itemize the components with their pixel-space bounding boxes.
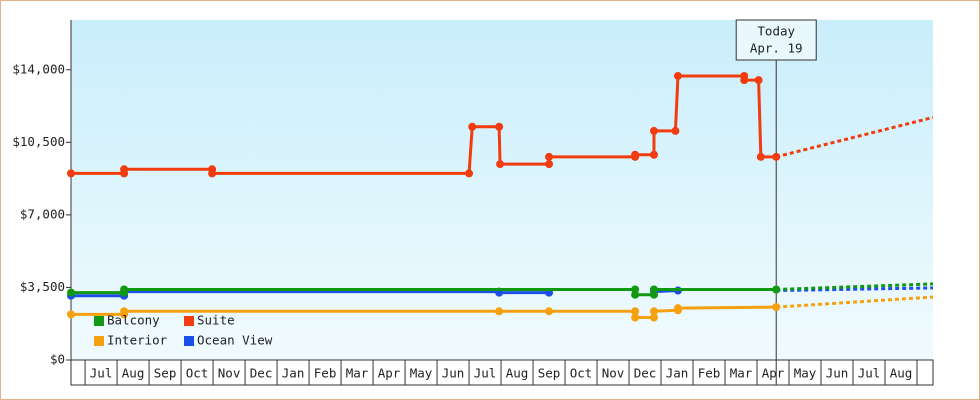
series-point	[67, 310, 75, 319]
x-tick-label: Jun	[826, 366, 849, 381]
x-tick-label: Aug	[506, 366, 529, 381]
legend-label: Balcony	[107, 313, 160, 328]
series-point	[496, 160, 505, 169]
series-point	[495, 307, 504, 316]
series-point	[545, 160, 554, 169]
forecast-line	[776, 286, 934, 293]
series-point	[740, 76, 749, 85]
series-point	[120, 165, 129, 174]
series-point	[649, 313, 658, 322]
x-tick-label: Aug	[890, 366, 913, 381]
x-tick-label: Aug	[122, 366, 145, 381]
x-tick-label: Feb	[698, 366, 721, 381]
legend-label: Interior	[107, 333, 168, 348]
x-tick-label: Oct	[570, 366, 593, 381]
x-tick-label: Jul	[474, 366, 497, 381]
x-tick-label: Nov	[602, 366, 625, 381]
x-tick-label: Jan	[666, 366, 689, 381]
x-tick-label: Jun	[442, 366, 465, 381]
x-tick-label: Jul	[90, 366, 113, 381]
forecast-line	[775, 115, 934, 159]
legend-swatch	[94, 316, 104, 326]
today-label: Today	[757, 24, 795, 39]
forecast-line	[776, 295, 934, 309]
x-tick-label: Sep	[538, 366, 561, 381]
x-tick-label: Sep	[154, 366, 177, 381]
legend-label: Ocean View	[197, 333, 273, 348]
x-tick-label: Feb	[314, 366, 337, 381]
series-point	[649, 285, 658, 294]
series-point	[631, 290, 640, 299]
series-point	[631, 313, 640, 322]
x-tick-label: Mar	[346, 366, 369, 381]
series-point	[67, 288, 75, 297]
x-tick-label: Mar	[730, 366, 753, 381]
series-point	[67, 169, 75, 178]
series-point	[465, 169, 474, 178]
y-tick-label: $7,000	[20, 206, 65, 221]
y-tick-label: $3,500	[20, 279, 65, 294]
series-point	[754, 76, 763, 85]
series-point	[208, 169, 217, 178]
x-tick-label: Apr	[762, 366, 785, 381]
series-point	[649, 307, 658, 316]
x-tick-label: Dec	[634, 366, 657, 381]
legend-swatch	[94, 336, 104, 346]
series-point	[649, 126, 658, 135]
series-point	[756, 152, 765, 161]
x-tick-label: Apr	[378, 366, 401, 381]
today-label: Apr. 19	[750, 41, 803, 56]
x-tick-label: May	[410, 366, 433, 381]
x-tick-label: Jul	[858, 366, 881, 381]
plot-area	[71, 20, 933, 360]
y-tick-label: $0	[50, 352, 65, 367]
y-tick-label: $14,000	[12, 61, 65, 76]
legend-label: Suite	[197, 313, 235, 328]
x-tick-label: Jan	[282, 366, 305, 381]
x-tick-label: Oct	[186, 366, 209, 381]
series-point	[631, 150, 640, 159]
legend-swatch	[184, 316, 194, 326]
series-point	[545, 152, 554, 161]
series-point	[649, 150, 658, 159]
series-point	[120, 285, 129, 294]
legend-swatch	[184, 336, 194, 346]
x-tick-label: May	[794, 366, 817, 381]
y-tick-label: $10,500	[12, 134, 65, 149]
x-tick-label: Dec	[250, 366, 273, 381]
series-point	[673, 304, 682, 313]
series-point	[673, 71, 682, 80]
series-point	[671, 126, 680, 135]
series-point	[545, 307, 554, 316]
today-box	[735, 19, 817, 61]
series-point	[120, 307, 129, 316]
x-tick-label: Nov	[218, 366, 241, 381]
series-point	[495, 122, 504, 131]
series-point	[631, 307, 640, 316]
series-point	[468, 122, 477, 131]
forecast-line	[776, 282, 934, 292]
